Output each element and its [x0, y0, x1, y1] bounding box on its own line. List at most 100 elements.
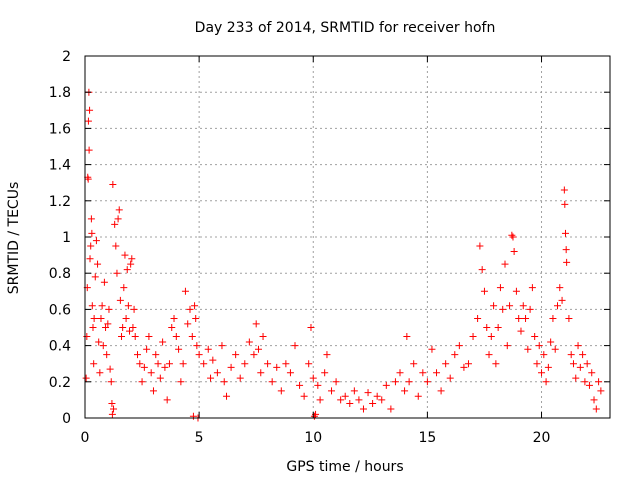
- data-point: [509, 233, 517, 241]
- data-point: [165, 360, 173, 368]
- data-point: [127, 260, 135, 268]
- data-point: [560, 186, 568, 194]
- data-point: [314, 381, 322, 389]
- data-point: [350, 387, 358, 395]
- data-point: [569, 360, 577, 368]
- data-point: [126, 327, 134, 335]
- data-point: [83, 333, 91, 341]
- data-point: [310, 412, 318, 420]
- data-point: [186, 305, 194, 313]
- data-point: [193, 342, 201, 350]
- data-point: [130, 305, 138, 313]
- data-point: [110, 405, 118, 413]
- data-point: [341, 392, 349, 400]
- data-point: [204, 345, 212, 353]
- data-point: [254, 345, 262, 353]
- data-point: [346, 400, 354, 408]
- data-point: [474, 314, 482, 322]
- data-point: [220, 378, 228, 386]
- data-point: [309, 374, 317, 382]
- data-point: [97, 314, 105, 322]
- data-point: [410, 360, 418, 368]
- data-point: [494, 324, 502, 331]
- data-point: [554, 302, 561, 310]
- data-point: [87, 215, 95, 223]
- data-point: [91, 273, 99, 281]
- data-point: [154, 360, 162, 368]
- y-axis-label: SRMTID / TECUs: [6, 182, 22, 295]
- tick-marks: [84, 55, 610, 419]
- data-point: [581, 378, 589, 386]
- data-point: [273, 363, 281, 371]
- data-point: [175, 345, 183, 353]
- data-point: [82, 374, 90, 382]
- data-point: [508, 231, 516, 239]
- data-point: [209, 356, 217, 364]
- data-point: [179, 360, 187, 368]
- data-point: [104, 320, 112, 328]
- grid-lines: [85, 56, 610, 418]
- data-point: [149, 387, 157, 395]
- data-point: [490, 302, 498, 310]
- data-point: [446, 374, 454, 382]
- data-point: [143, 345, 151, 353]
- data-point: [286, 369, 294, 377]
- data-point: [455, 342, 463, 350]
- data-point: [189, 412, 197, 420]
- y-tick-label: 0.8: [49, 266, 71, 282]
- data-point: [172, 333, 180, 341]
- data-point: [136, 360, 144, 368]
- data-point: [401, 387, 409, 395]
- data-point: [574, 342, 582, 350]
- data-point: [134, 351, 141, 359]
- data-point: [551, 345, 559, 353]
- data-point: [531, 333, 539, 341]
- x-tick-label: 10: [304, 430, 322, 446]
- data-point: [87, 242, 95, 250]
- data-point: [300, 392, 308, 400]
- data-point: [236, 374, 244, 382]
- data-point: [428, 345, 436, 353]
- data-point: [170, 314, 178, 322]
- data-point: [480, 287, 488, 295]
- data-point: [519, 302, 527, 310]
- y-tick-label: 0.6: [49, 302, 71, 318]
- data-point: [558, 296, 566, 304]
- data-point: [496, 284, 504, 292]
- data-point: [84, 175, 92, 183]
- data-point: [419, 369, 427, 377]
- data-point: [492, 360, 500, 368]
- data-point: [85, 146, 93, 154]
- data-point: [107, 378, 115, 386]
- data-point: [506, 302, 514, 310]
- data-point: [576, 363, 584, 371]
- data-point: [84, 117, 92, 125]
- data-point: [391, 378, 399, 386]
- data-point: [487, 333, 495, 341]
- data-point: [218, 342, 226, 350]
- data-point: [120, 284, 128, 292]
- data-point: [585, 381, 593, 389]
- data-point: [414, 392, 422, 400]
- data-point: [433, 369, 441, 377]
- data-point: [540, 351, 548, 359]
- data-point: [100, 278, 108, 286]
- x-tick-label: 5: [195, 430, 204, 446]
- data-point: [332, 378, 340, 386]
- data-point: [98, 302, 106, 310]
- data-point: [161, 363, 169, 371]
- data-point: [122, 314, 130, 322]
- data-point: [483, 324, 491, 331]
- data-point: [296, 381, 304, 389]
- data-point: [108, 410, 116, 418]
- data-point: [94, 260, 102, 268]
- data-point: [88, 302, 96, 310]
- data-point: [307, 324, 315, 331]
- data-point: [112, 242, 120, 250]
- data-point: [590, 396, 598, 404]
- data-point: [140, 363, 148, 371]
- data-point: [184, 320, 192, 328]
- data-point: [533, 360, 541, 368]
- data-point: [515, 314, 523, 322]
